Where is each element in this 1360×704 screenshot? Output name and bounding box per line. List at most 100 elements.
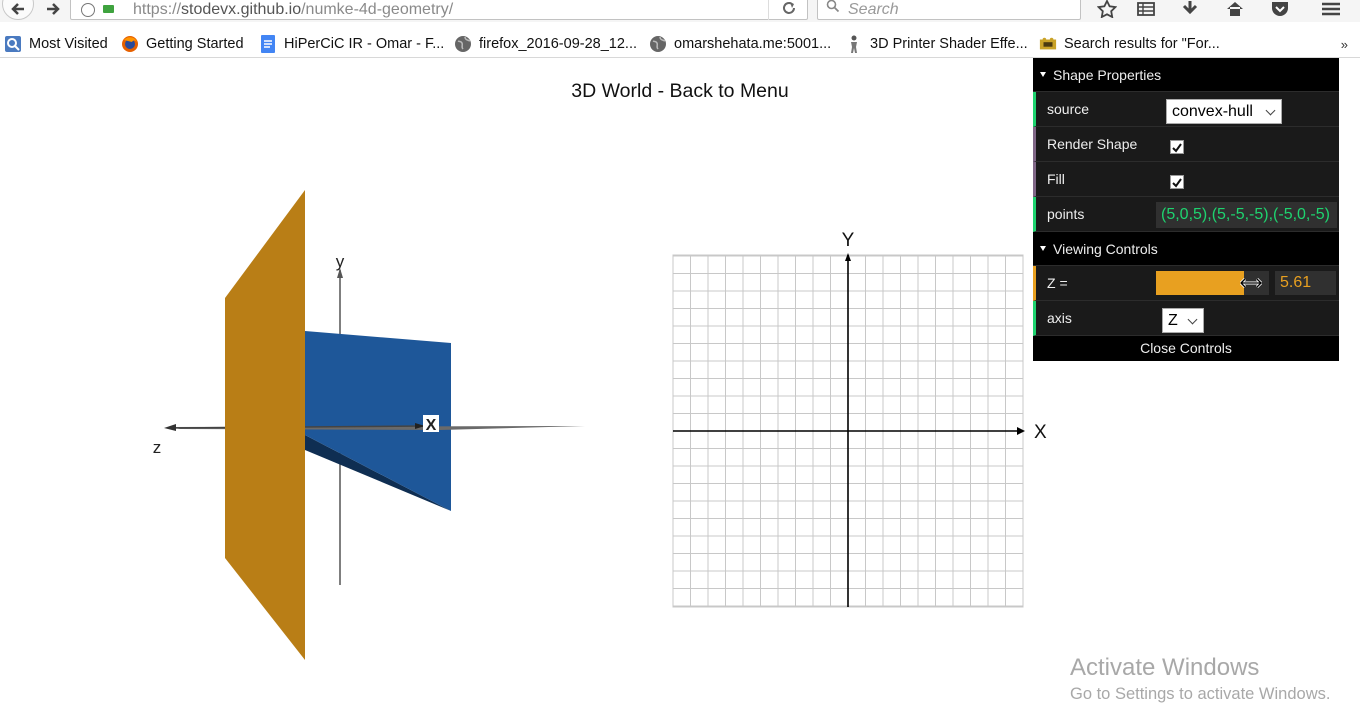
folder-title: Viewing Controls (1053, 240, 1158, 257)
bookmark-label: Getting Started (146, 36, 244, 52)
source-select[interactable]: convex-hull (1166, 99, 1282, 124)
figure-icon (845, 35, 863, 53)
bookmark-3d-printer-shader[interactable]: 3D Printer Shader Effe... (845, 33, 1028, 55)
folder-toggle-icon (1040, 72, 1046, 77)
z-value-input[interactable]: 5.61 (1275, 271, 1336, 295)
points-label: points (1047, 206, 1085, 222)
bookmarks-toolbar: Most Visited Getting Started HiPerCiC IR… (0, 30, 1360, 58)
watermark-title: Activate Windows (1070, 654, 1260, 681)
search-icon (826, 0, 840, 13)
controls-panel: Shape Properties source convex-hull Rend… (1033, 58, 1339, 361)
google-docs-icon (259, 35, 277, 53)
puzzle-icon (1039, 35, 1057, 53)
chevron-down-icon (1265, 105, 1276, 116)
bookmark-label: firefox_2016-09-28_12... (479, 36, 637, 52)
star-icon (1097, 0, 1117, 18)
z-row: Z = 5.61 (1033, 266, 1339, 301)
search-placeholder: Search (848, 1, 899, 18)
render-shape-label: Render Shape (1047, 136, 1138, 152)
info-icon[interactable] (81, 3, 95, 17)
pocket-icon (1272, 2, 1288, 16)
home-icon (1227, 2, 1243, 16)
lock-icon (103, 5, 114, 13)
world-3d-view[interactable]: y X z (140, 180, 590, 665)
folder-title: Shape Properties (1053, 66, 1162, 83)
axis-row: axis Z (1033, 301, 1339, 336)
z-axis-arrowhead (164, 424, 176, 431)
y-axis-label: y (336, 252, 345, 271)
bookmark-star-button[interactable] (1094, 0, 1120, 18)
bookmark-hipercic[interactable]: HiPerCiC IR - Omar - F... (259, 33, 444, 55)
orange-plane (225, 190, 305, 660)
y-axis-arrowhead (337, 268, 343, 278)
close-controls-button[interactable]: Close Controls (1033, 336, 1339, 361)
checkmark-icon (1172, 143, 1182, 153)
x-axis-label-box (423, 415, 439, 432)
reload-button[interactable] (768, 0, 808, 20)
back-arrow-icon (11, 3, 24, 15)
cross-section-grid-view[interactable]: XY (660, 225, 1060, 610)
x-axis-label: X (1034, 422, 1047, 443)
fill-checkbox[interactable] (1170, 175, 1184, 189)
reload-icon (782, 2, 795, 14)
watermark-subtitle: Go to Settings to activate Windows. (1070, 685, 1331, 703)
shape-properties-folder[interactable]: Shape Properties (1033, 58, 1339, 92)
source-selected-value: convex-hull (1172, 102, 1253, 120)
hamburger-icon (1322, 2, 1340, 16)
bookmark-label: 3D Printer Shader Effe... (870, 36, 1028, 52)
most-visited-icon (4, 35, 22, 53)
source-row: source convex-hull (1033, 92, 1339, 127)
axis-selected-value: Z (1168, 311, 1178, 329)
z-slider[interactable] (1156, 271, 1269, 295)
page-title[interactable]: 3D World - Back to Menu (571, 80, 789, 102)
x-axis-label: X (426, 417, 437, 434)
url-host: stodevx.github.io (181, 1, 302, 18)
url-text[interactable]: https://stodevx.github.io/numke-4d-geome… (133, 1, 454, 18)
reading-list-button[interactable] (1133, 0, 1159, 18)
y-axis-label: Y (842, 230, 855, 251)
bookmark-label: omarshehata.me:5001... (674, 36, 832, 52)
bookmarks-overflow-icon[interactable]: » (1340, 37, 1348, 52)
y-axis-arrowhead (845, 253, 851, 261)
downloads-button[interactable] (1177, 0, 1203, 18)
checkmark-icon (1172, 178, 1182, 188)
pocket-button[interactable] (1267, 0, 1293, 18)
menu-button[interactable] (1318, 0, 1344, 18)
chevron-down-icon (1187, 314, 1198, 325)
bookmark-firefox-screenshot[interactable]: firefox_2016-09-28_12... (454, 33, 637, 55)
bookmark-omarshehata[interactable]: omarshehata.me:5001... (649, 33, 831, 55)
folder-toggle-icon (1040, 246, 1046, 251)
globe-icon (454, 35, 472, 53)
blue-plane (305, 331, 451, 511)
viewing-controls-folder[interactable]: Viewing Controls (1033, 232, 1339, 266)
globe-icon (649, 35, 667, 53)
forward-arrow-icon (47, 3, 60, 15)
points-input[interactable]: (5,0,5),(5,-5,-5),(-5,0,-5) (1156, 202, 1337, 228)
z-label: Z = (1047, 275, 1068, 291)
source-label: source (1047, 101, 1090, 117)
bookmark-label: HiPerCiC IR - Omar - F... (284, 36, 445, 52)
render-shape-checkbox[interactable] (1170, 140, 1184, 154)
bookmark-search-results[interactable]: Search results for "For... (1039, 33, 1220, 55)
bookmark-label: Most Visited (29, 36, 108, 52)
bookmark-label: Search results for "For... (1064, 36, 1220, 52)
forward-button[interactable] (40, 0, 66, 18)
browser-toolbar: https://stodevx.github.io/numke-4d-geome… (0, 0, 1360, 22)
axis-select[interactable]: Z (1162, 308, 1204, 333)
home-button[interactable] (1222, 0, 1248, 18)
url-path: /numke-4d-geometry/ (301, 1, 454, 18)
fill-label: Fill (1047, 171, 1065, 187)
bookmark-most-visited[interactable]: Most Visited (4, 33, 108, 55)
url-scheme: https:// (133, 1, 182, 18)
render-shape-row: Render Shape (1033, 127, 1339, 162)
back-button[interactable] (2, 0, 34, 20)
x-axis-arrowhead (1017, 427, 1025, 435)
x-axis-arrowhead (415, 423, 425, 429)
z-slider-fill (1156, 271, 1245, 295)
url-bar[interactable]: https://stodevx.github.io/numke-4d-geome… (70, 0, 808, 20)
download-icon (1182, 1, 1198, 15)
z-axis-label: z (153, 438, 162, 457)
resize-cursor-icon (1240, 277, 1262, 289)
bookmark-getting-started[interactable]: Getting Started (121, 33, 244, 55)
search-bar[interactable]: Search (817, 0, 1081, 20)
